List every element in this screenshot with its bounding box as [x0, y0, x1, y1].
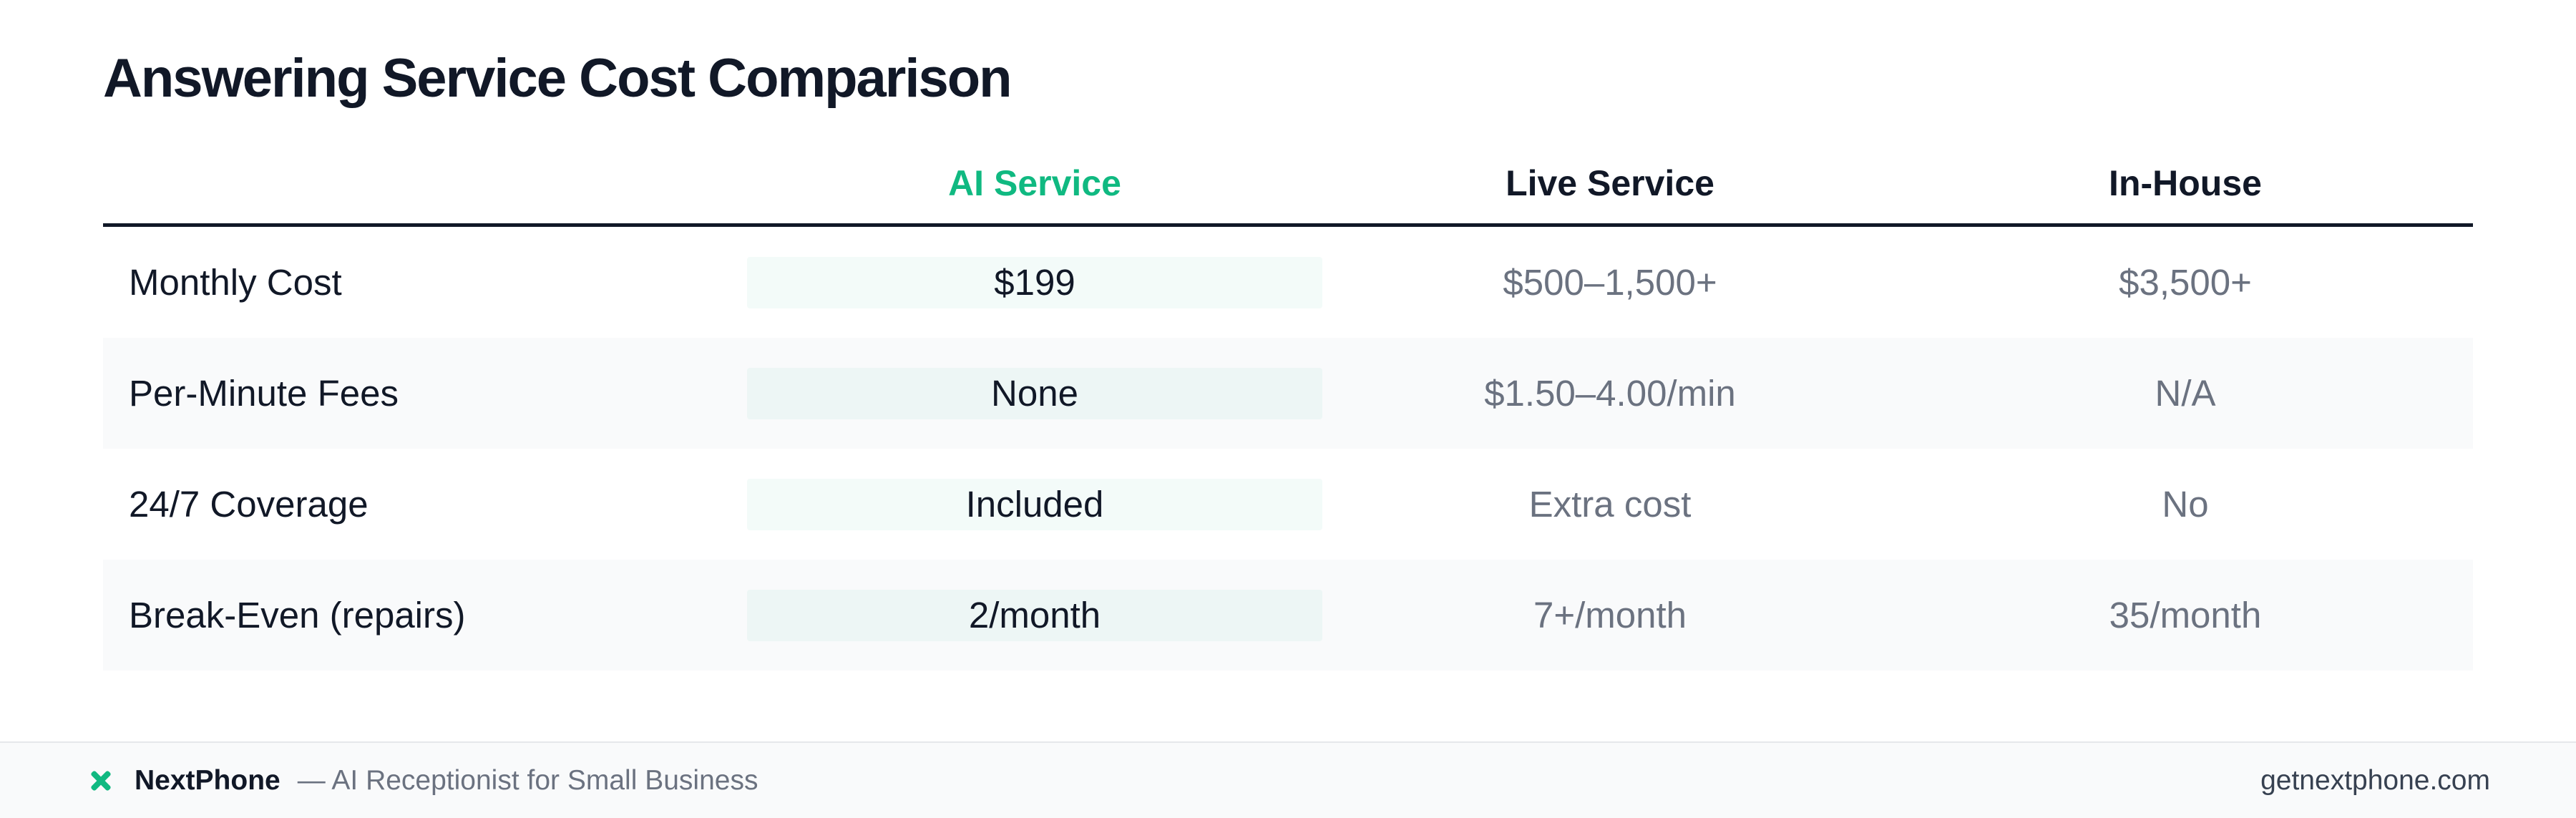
- live-service-value: Extra cost: [1528, 484, 1692, 525]
- ai-service-cell: Included: [747, 478, 1322, 530]
- ai-service-value: 2/month: [747, 589, 1322, 641]
- ai-service-cell: $199: [747, 256, 1322, 308]
- table-row: Break-Even (repairs) 2/month 7+/month 35…: [103, 560, 2473, 671]
- header-live-service: Live Service: [1506, 163, 1714, 203]
- ai-service-value: $199: [747, 256, 1322, 308]
- in-house-value: N/A: [2155, 373, 2216, 414]
- live-service-value: $1.50–4.00/min: [1484, 373, 1736, 414]
- in-house-value: $3,500+: [2119, 262, 2252, 303]
- brand-tagline: — AI Receptionist for Small Business: [297, 764, 758, 796]
- ai-service-cell: 2/month: [747, 589, 1322, 641]
- table-row: Monthly Cost $199 $500–1,500+ $3,500+: [103, 227, 2473, 338]
- row-label: Per-Minute Fees: [129, 373, 399, 414]
- row-label: Monthly Cost: [129, 262, 342, 303]
- live-service-value: 7+/month: [1533, 595, 1687, 636]
- brand-name: NextPhone: [135, 764, 280, 796]
- header-in-house: In-House: [2109, 163, 2262, 203]
- row-label: 24/7 Coverage: [129, 484, 369, 525]
- website-link[interactable]: getnextphone.com: [2260, 765, 2490, 796]
- cross-logo-icon: [91, 770, 111, 791]
- ai-service-value: None: [747, 367, 1322, 419]
- in-house-value: No: [2162, 484, 2209, 525]
- row-label: Break-Even (repairs): [129, 595, 466, 636]
- header-ai-service: AI Service: [948, 163, 1121, 203]
- table-row: 24/7 Coverage Included Extra cost No: [103, 449, 2473, 560]
- page-title: Answering Service Cost Comparison: [103, 48, 1013, 109]
- table-row: Per-Minute Fees None $1.50–4.00/min N/A: [103, 338, 2473, 449]
- live-service-value: $500–1,500+: [1503, 262, 1717, 303]
- footer-brand: NextPhone — AI Receptionist for Small Bu…: [89, 743, 758, 818]
- ai-service-value: Included: [747, 478, 1322, 530]
- footer: NextPhone — AI Receptionist for Small Bu…: [0, 741, 2576, 818]
- ai-service-cell: None: [747, 367, 1322, 419]
- comparison-table: AI Service Live Service In-House Monthly…: [103, 143, 2473, 671]
- table-header-row: AI Service Live Service In-House: [103, 143, 2473, 227]
- in-house-value: 35/month: [2109, 595, 2262, 636]
